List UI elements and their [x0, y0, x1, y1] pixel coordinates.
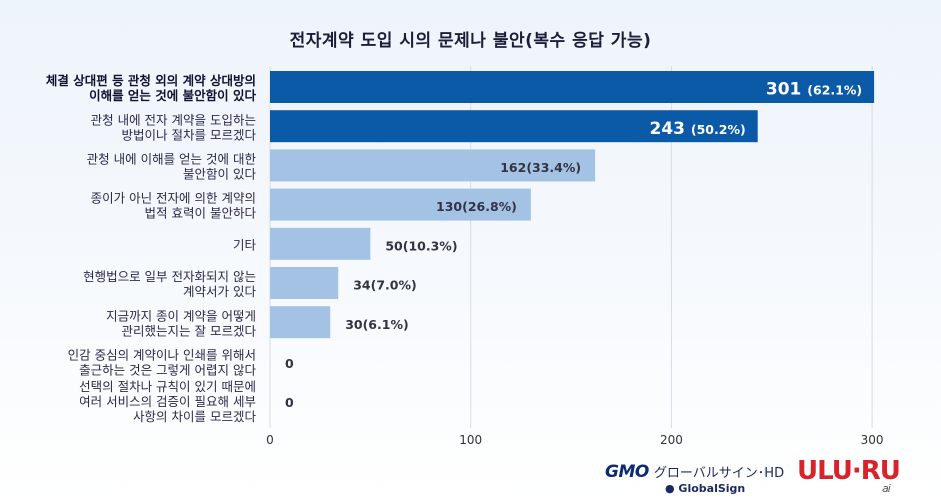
data-label: 301 (62.1%)	[766, 80, 862, 100]
bar	[270, 149, 596, 182]
x-tick-label: 300	[861, 433, 884, 447]
category-label: 관청 내에 이해를 얻는 것에 대한 불안함이 있다	[87, 152, 257, 182]
x-tick-label: 100	[459, 433, 482, 447]
category-label: 선택의 절차나 규칙이 있기 때문에 여러 서비스의 검증이 필요해 세부 사항의 …	[79, 379, 256, 424]
bar	[270, 267, 339, 299]
data-label: 34(7.0%)	[353, 278, 417, 293]
data-label: 0	[285, 356, 294, 371]
bar	[270, 306, 331, 339]
category-label: 기타	[233, 237, 257, 252]
data-label: 50(10.3%)	[385, 238, 457, 253]
gmo-logo-text: グローバルサイン･HD	[653, 466, 785, 481]
globalsign-logo-text: ● GlobalSign	[665, 482, 746, 495]
x-tick-label: 0	[266, 433, 274, 447]
bar	[270, 227, 371, 260]
category-label: 체결 상대편 등 관청 외의 계약 상대방의 이해를 얻는 것에 불안함이 있다	[46, 73, 257, 103]
category-label: 종이가 아닌 전자에 의한 계약의 법적 효력이 불안하다	[91, 191, 257, 221]
category-label: 관청 내에 전자 계약을 도입하는 방법이나 절차를 모르겠다	[91, 112, 257, 142]
ulu-ru-logo-sub: ai	[882, 482, 891, 495]
category-label: 현행법으로 일부 전자화되지 않는 계약서가 있다	[83, 269, 256, 299]
gmo-logo-mark: GMO	[605, 462, 649, 482]
gmo-globalsign-logo: GMO グローバルサイン･HD ● GlobalSign	[605, 462, 785, 495]
ulu-ru-logo-text: ULU·RU	[797, 456, 901, 486]
bar	[270, 188, 531, 221]
bar	[270, 71, 875, 103]
data-label: 243 (50.2%)	[649, 119, 745, 139]
data-label: 0	[285, 395, 294, 410]
data-label: 30(6.1%)	[345, 317, 409, 332]
x-tick-label: 200	[660, 433, 683, 447]
data-label: 130(26.8%)	[436, 199, 517, 214]
bar	[270, 110, 758, 143]
category-label: 지금까지 종이 계약을 어떻게 관리했는지는 잘 모르겠다	[106, 308, 256, 338]
chart-title: 전자계약 도입 시의 문제나 불안(복수 응답 가능)	[289, 31, 652, 51]
ulu-ru-logo: ULU·RU ai	[797, 456, 901, 495]
data-label: 162(33.4%)	[500, 160, 581, 175]
category-label: 인감 중심의 계약이나 인쇄를 위해서 출근하는 것은 그렇게 어렵지 않다	[68, 348, 257, 378]
